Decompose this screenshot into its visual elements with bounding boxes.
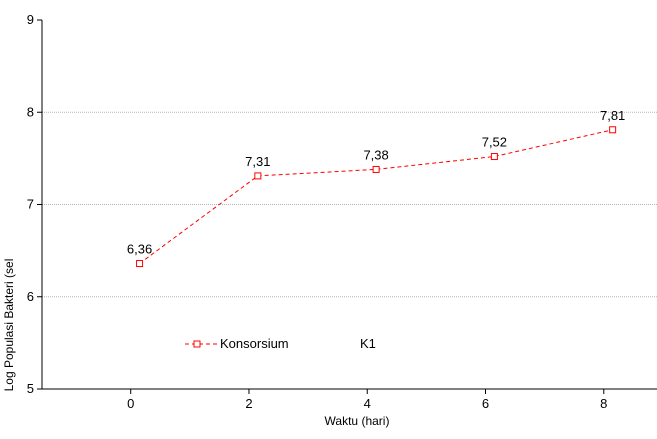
data-point-0 bbox=[136, 260, 144, 268]
legend-label-konsorsium: Konsorsium bbox=[220, 336, 289, 351]
y-tick-label-9: 9 bbox=[27, 12, 34, 27]
data-label-3: 7,52 bbox=[482, 135, 507, 150]
x-tick-label-4: 4 bbox=[364, 396, 371, 411]
series-line-0 bbox=[139, 129, 613, 264]
axis-ticks: 5 6 7 8 9 0 2 4 6 8 bbox=[27, 12, 608, 411]
x-tick-label-2: 2 bbox=[245, 396, 252, 411]
data-point-2 bbox=[372, 165, 380, 173]
data-label-0: 6,36 bbox=[127, 242, 152, 257]
x-tick-label-0: 0 bbox=[127, 396, 134, 411]
y-tick-label-7: 7 bbox=[27, 197, 34, 212]
legend-label-k1: K1 bbox=[360, 336, 376, 351]
series-konsorsium bbox=[136, 126, 617, 268]
data-label-4: 7,81 bbox=[600, 108, 625, 123]
x-axis-label: Waktu (hari) bbox=[325, 414, 390, 428]
data-point-1 bbox=[254, 172, 262, 180]
y-axis-label: Log Populasi Bakteri (sel bbox=[2, 259, 16, 392]
legend: Konsorsium K1 bbox=[185, 336, 376, 351]
data-label-1: 7,31 bbox=[245, 154, 270, 169]
legend-marker-konsorsium bbox=[193, 340, 201, 348]
x-tick-label-8: 8 bbox=[600, 396, 607, 411]
y-tick-label-8: 8 bbox=[27, 104, 34, 119]
grid-lines bbox=[42, 111, 657, 298]
data-labels: 6,36 7,31 7,38 7,52 7,81 bbox=[127, 108, 625, 257]
data-point-4 bbox=[609, 126, 617, 134]
x-tick-label-6: 6 bbox=[482, 396, 489, 411]
y-tick-label-5: 5 bbox=[27, 381, 34, 396]
data-label-2: 7,38 bbox=[363, 147, 388, 162]
y-tick-label-6: 6 bbox=[27, 289, 34, 304]
data-point-3 bbox=[490, 153, 498, 161]
